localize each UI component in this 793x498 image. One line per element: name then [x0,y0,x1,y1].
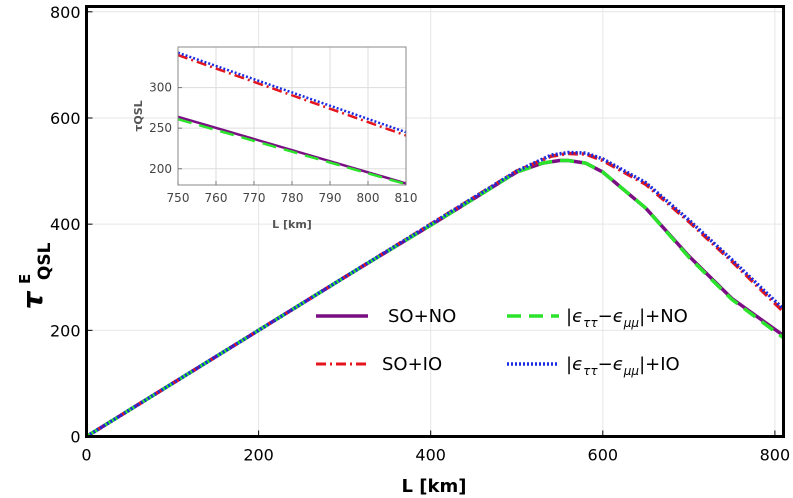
inset-chart: 750 760 770 780 790 800 810 200 250 300 L [km] τQ… [132,46,417,231]
x-tick-label-0: 0 [81,446,91,465]
x-tick-label-1: 200 [243,446,274,465]
legend-label-so-io: SO+IO [382,354,442,375]
main-series [85,150,785,438]
inset-x-axis-label: L [km] [272,218,312,231]
y-tick-label-1: 250 [149,121,172,135]
x-tick-label-2: 400 [415,446,446,465]
main-ticks: 0 200 400 600 800 0 200 400 600 800 [50,3,790,465]
series-line-1 [85,151,785,438]
x-tick-label-3: 780 [281,191,304,205]
x-tick-label-1: 760 [205,191,228,205]
y-tick-label-2: 300 [149,81,172,95]
plot-frame [85,5,785,438]
series-line-0 [85,158,785,438]
series-line-3 [177,51,407,134]
y-tick-label-1: 200 [50,321,81,340]
series-line-3 [85,150,785,438]
svg-text:τ E QSL: τ E QSL [15,242,55,309]
y-tick-label-2: 400 [50,215,81,234]
inset-grid [177,47,407,185]
legend-label-green: |ϵττ−ϵμμ|+NO [566,306,688,330]
x-tick-label-2: 770 [243,191,266,205]
series-line-2 [85,158,785,438]
y-axis-label-sub: QSL [35,242,55,280]
series-line-1 [177,53,407,137]
legend-label-blue: |ϵττ−ϵμμ|+IO [566,354,680,378]
x-tick-label-0: 750 [167,191,190,205]
y-axis-label: τ E QSL [15,242,55,309]
series-line-2 [177,117,407,186]
inset-series [177,51,407,186]
y-tick-label-0: 0 [70,428,80,447]
x-axis-label: L [km] [402,476,467,497]
inset-y-axis-label: τQSL [132,100,145,131]
x-tick-label-5: 800 [357,191,380,205]
x-tick-label-6: 810 [395,191,418,205]
y-axis-label-sup: E [16,274,34,284]
x-tick-label-4: 790 [319,191,342,205]
inset-ticks: 750 760 770 780 790 800 810 200 250 300 [149,81,417,205]
y-tick-label-4: 800 [50,3,81,22]
series-line-0 [177,115,407,185]
y-tick-label-3: 600 [50,109,81,128]
legend: SO+NO |ϵττ−ϵμμ|+NO SO+IO |ϵττ−ϵμμ|+IO [316,306,688,378]
legend-label-so-no: SO+NO [388,306,456,327]
x-tick-label-4: 800 [760,446,791,465]
x-tick-label-3: 600 [588,446,619,465]
y-axis-label-main: τ [16,290,49,309]
y-tick-label-0: 200 [149,162,172,176]
